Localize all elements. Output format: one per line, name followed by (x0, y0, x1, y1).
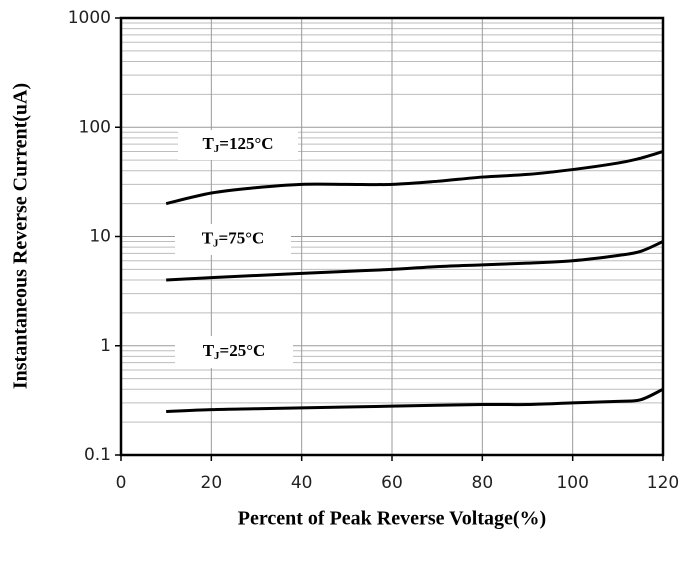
label-part: T (203, 341, 215, 360)
x-tick-label: 80 (472, 473, 494, 493)
x-tick-label: 60 (381, 473, 403, 493)
label-subscript: J (214, 143, 220, 155)
series-label: TJ=25°C (203, 341, 266, 362)
y-tick-label: 10 (89, 227, 111, 247)
label-part: T (202, 228, 214, 247)
label-part: =125°C (219, 134, 273, 153)
label-part: =25°C (220, 341, 266, 360)
label-subscript: J (214, 350, 220, 362)
series-label: TJ=125°C (202, 134, 273, 155)
label-box (175, 224, 291, 255)
y-axis-title: Instantaneous Reverse Current(uA) (10, 83, 32, 389)
y-tick-label: 1 (100, 336, 111, 356)
x-tick-label: 120 (647, 473, 679, 493)
y-tick-label: 1000 (68, 8, 111, 28)
label-part: =75°C (219, 228, 265, 247)
series-label: TJ=75°C (202, 228, 265, 249)
x-tick-label: 20 (201, 473, 223, 493)
x-tick-label: 100 (556, 473, 588, 493)
label-box (178, 130, 298, 160)
x-axis-title: Percent of Peak Reverse Voltage(%) (238, 508, 546, 530)
label-subscript: J (213, 237, 219, 249)
series-line (166, 240, 664, 282)
label-box (175, 336, 293, 368)
label-part: T (202, 134, 214, 153)
series-line (165, 150, 664, 206)
plot-frame (119, 16, 665, 457)
series-line (166, 387, 664, 414)
x-tick-label: 0 (116, 473, 127, 493)
y-tick-label: 100 (79, 117, 111, 137)
y-tick-label: 0.1 (84, 445, 111, 465)
x-tick-label: 40 (291, 473, 313, 493)
